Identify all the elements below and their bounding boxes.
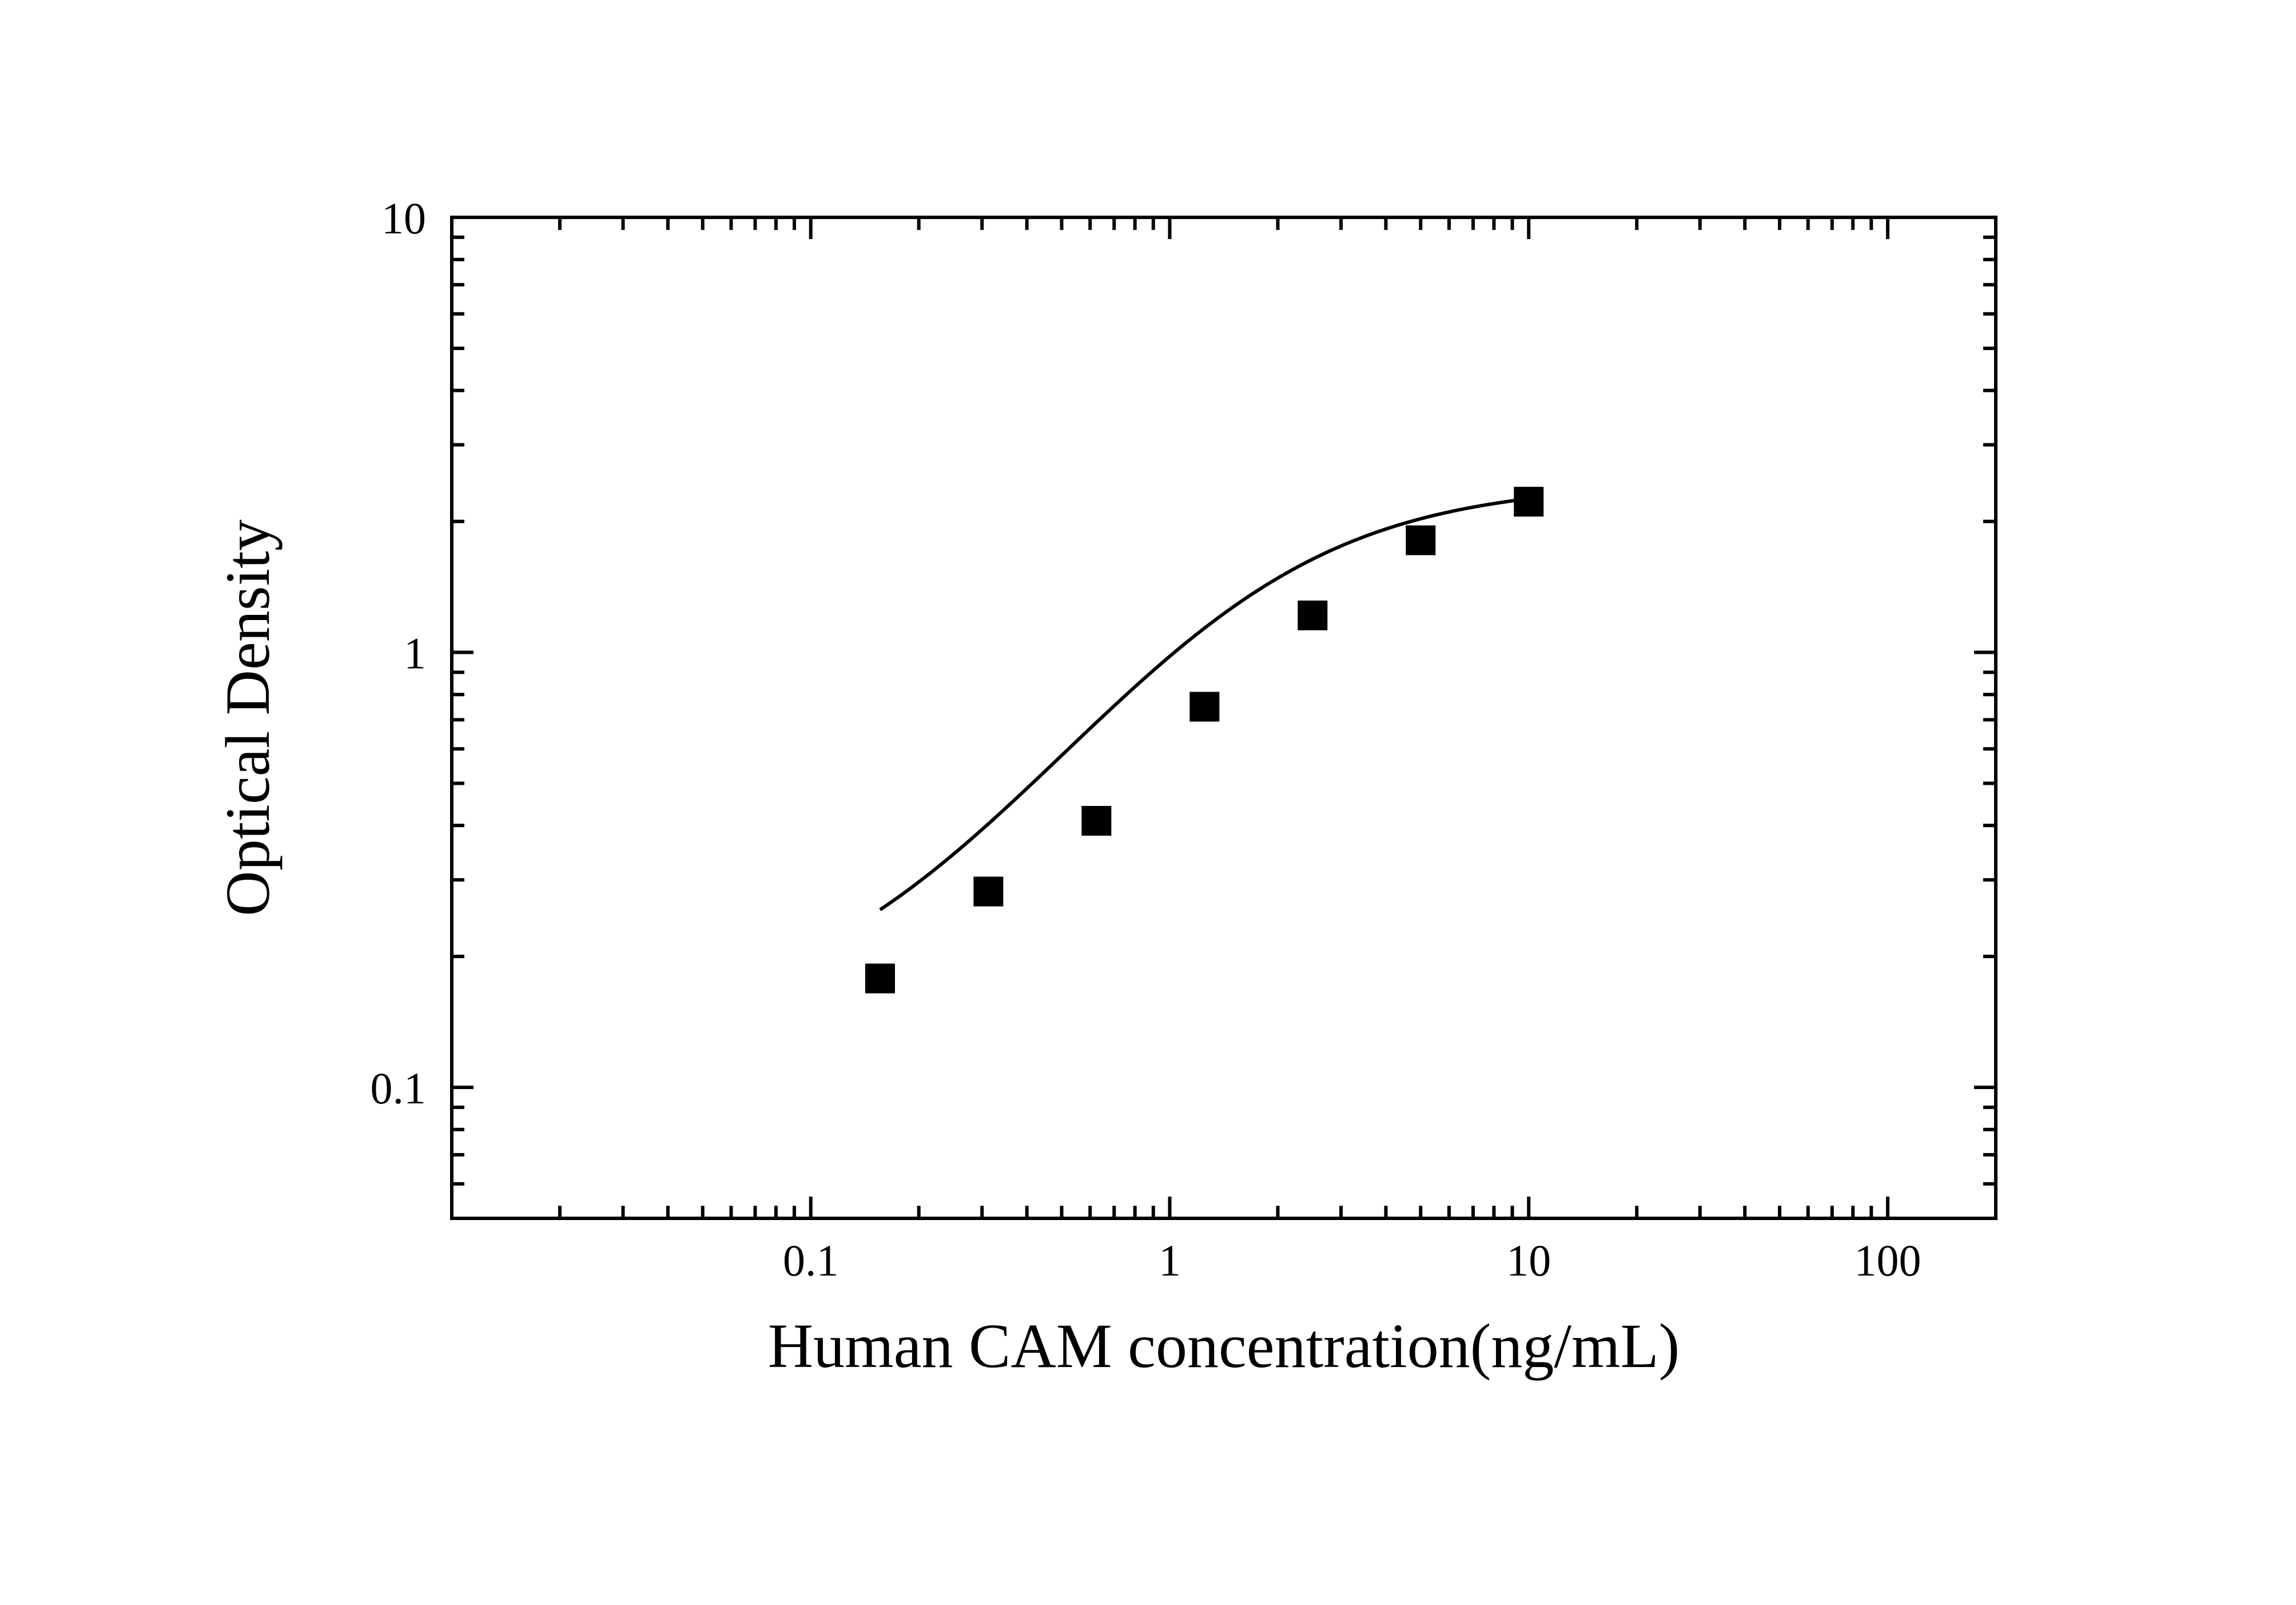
y-tick-label: 10 [381, 193, 426, 243]
chart-canvas: 0.1 1 10 100 0.1 1 10 Human CAM concentration(n… [0, 0, 2296, 1605]
data-point-marker [1514, 487, 1543, 517]
x-tick-label: 10 [1506, 1235, 1551, 1285]
y-axis-label: Optical Density [213, 519, 282, 916]
data-point-marker [973, 877, 1003, 907]
x-tick-label: 1 [1159, 1235, 1181, 1285]
data-point-marker [1189, 692, 1219, 722]
x-tick-label: 100 [1855, 1235, 1921, 1285]
y-tick-label: 1 [404, 629, 426, 678]
data-point-marker [1081, 806, 1111, 836]
x-axis-label: Human CAM concentration(ng/mL) [768, 1311, 1680, 1381]
data-point-marker [865, 964, 895, 994]
data-point-marker [1298, 601, 1327, 630]
y-tick-label: 0.1 [371, 1063, 427, 1113]
data-point-marker [1406, 526, 1435, 555]
x-tick-label: 0.1 [783, 1235, 839, 1285]
